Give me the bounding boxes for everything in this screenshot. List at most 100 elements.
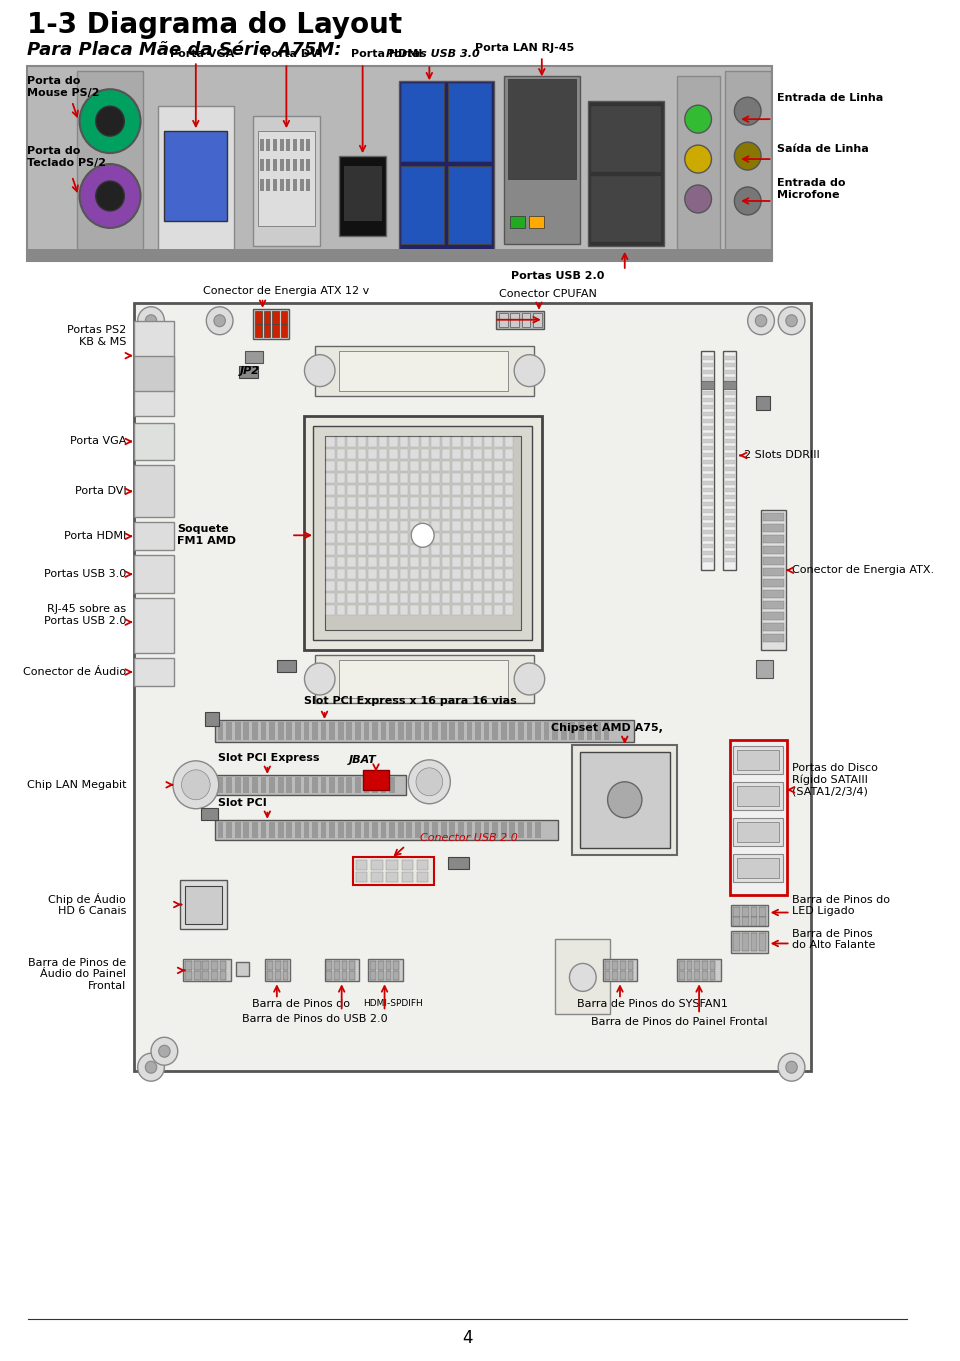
Bar <box>724 558 735 562</box>
Bar <box>364 822 370 837</box>
Bar <box>399 461 408 471</box>
Bar <box>702 467 713 471</box>
Bar <box>133 555 174 593</box>
Bar <box>484 593 492 603</box>
Bar <box>326 557 335 568</box>
Bar <box>473 521 482 531</box>
Bar <box>724 426 735 430</box>
Bar <box>337 449 346 460</box>
Text: Para Placa Mãe da Série A75M:: Para Placa Mãe da Série A75M: <box>27 41 342 60</box>
Bar <box>261 777 266 792</box>
Bar <box>379 593 388 603</box>
Bar <box>569 721 575 740</box>
Bar <box>410 569 419 580</box>
Bar <box>348 546 356 555</box>
Bar <box>348 437 356 448</box>
Bar <box>371 961 376 970</box>
Bar <box>246 351 262 362</box>
Bar <box>164 131 228 220</box>
Bar <box>185 886 222 924</box>
Bar <box>378 972 384 980</box>
Bar <box>390 569 397 580</box>
Bar <box>724 502 735 506</box>
Bar <box>390 461 397 471</box>
Circle shape <box>411 524 434 547</box>
Bar <box>463 521 471 531</box>
Bar <box>255 324 261 336</box>
Bar <box>255 310 261 324</box>
Text: Porta HDMI: Porta HDMI <box>351 49 422 60</box>
Bar <box>269 822 275 837</box>
Bar <box>473 593 482 603</box>
Bar <box>463 509 471 520</box>
Bar <box>628 972 634 980</box>
Bar <box>763 569 784 576</box>
Circle shape <box>158 1045 170 1057</box>
Bar <box>420 581 429 591</box>
Bar <box>355 777 361 792</box>
Text: Chip de Áudio
HD 6 Canais: Chip de Áudio HD 6 Canais <box>49 893 127 916</box>
Bar <box>763 612 784 621</box>
Bar <box>293 159 297 171</box>
Bar <box>342 972 348 980</box>
Bar <box>397 721 403 740</box>
Bar <box>484 546 492 555</box>
Circle shape <box>756 314 767 327</box>
Bar <box>390 534 397 543</box>
Bar <box>431 521 440 531</box>
Bar <box>484 474 492 483</box>
Bar <box>763 524 784 532</box>
Bar <box>326 569 335 580</box>
Bar <box>394 972 398 980</box>
Bar <box>326 606 335 615</box>
Bar <box>702 411 713 415</box>
Bar <box>306 180 310 191</box>
Bar <box>702 419 713 422</box>
Bar <box>702 502 713 506</box>
Text: Conector de Áudio: Conector de Áudio <box>23 667 127 676</box>
Bar <box>321 721 326 740</box>
Bar <box>452 521 461 531</box>
Bar <box>337 509 346 520</box>
Bar <box>133 355 174 391</box>
Bar <box>390 593 397 603</box>
Bar <box>269 777 275 792</box>
Bar <box>215 819 558 840</box>
Bar <box>505 534 514 543</box>
Bar <box>286 777 292 792</box>
Bar <box>369 497 377 508</box>
Bar <box>463 486 471 495</box>
Bar <box>494 606 503 615</box>
Bar <box>358 534 367 543</box>
Bar <box>133 422 174 460</box>
Bar <box>347 777 352 792</box>
Bar <box>265 960 290 981</box>
Text: JBAT: JBAT <box>348 755 376 765</box>
Text: Porta VGA: Porta VGA <box>170 49 234 60</box>
Bar <box>379 437 388 448</box>
Bar <box>260 180 263 191</box>
Bar <box>732 931 768 954</box>
Bar <box>763 535 784 543</box>
Circle shape <box>137 1053 164 1081</box>
Bar <box>756 396 770 410</box>
Bar <box>358 461 367 471</box>
Bar <box>473 534 482 543</box>
Bar <box>369 960 402 981</box>
Bar <box>572 744 677 855</box>
Bar <box>452 474 461 483</box>
Bar <box>27 249 773 261</box>
Bar <box>724 411 735 415</box>
Text: Saída de Linha: Saída de Linha <box>778 144 869 154</box>
Bar <box>410 534 419 543</box>
Bar <box>312 777 318 792</box>
Bar <box>432 721 438 740</box>
Bar <box>358 521 367 531</box>
Bar <box>410 606 419 615</box>
Bar <box>724 384 735 388</box>
Bar <box>410 486 419 495</box>
Bar <box>321 777 326 792</box>
Bar <box>390 581 397 591</box>
Bar <box>369 534 377 543</box>
Bar <box>286 139 290 151</box>
